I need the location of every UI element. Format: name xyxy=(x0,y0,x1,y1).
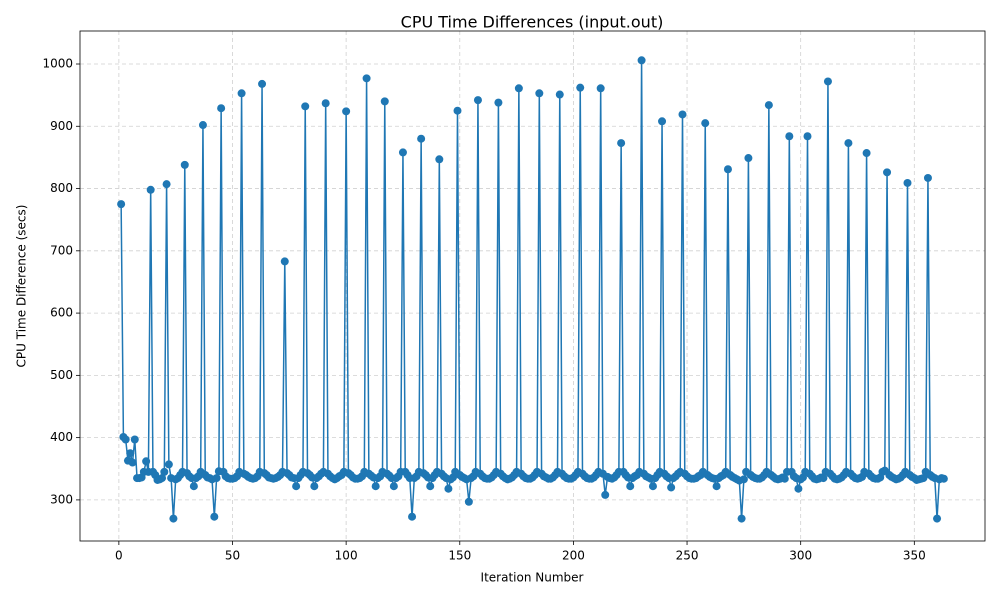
data-point xyxy=(380,97,389,106)
x-axis-label: Iteration Number xyxy=(481,571,584,585)
x-tick-label: 0 xyxy=(115,549,123,563)
data-point xyxy=(162,180,171,189)
data-point xyxy=(180,160,189,169)
data-point xyxy=(292,482,301,491)
data-point xyxy=(723,165,732,174)
data-point xyxy=(617,139,626,148)
data-point xyxy=(819,474,828,483)
data-point xyxy=(794,484,803,493)
y-tick-label: 1000 xyxy=(42,57,73,71)
data-point xyxy=(426,482,435,491)
data-point xyxy=(862,149,871,158)
data-point xyxy=(737,514,746,523)
data-point xyxy=(658,117,667,126)
data-point xyxy=(576,83,585,92)
data-point xyxy=(128,458,137,467)
data-point xyxy=(217,104,226,113)
data-point xyxy=(780,474,789,483)
data-point xyxy=(417,134,426,143)
data-point xyxy=(258,79,267,88)
data-point xyxy=(919,474,928,483)
data-point xyxy=(637,56,646,65)
data-point xyxy=(371,482,380,491)
data-point xyxy=(785,132,794,141)
data-point xyxy=(923,173,932,182)
data-point xyxy=(535,89,544,98)
data-point xyxy=(514,84,523,93)
x-tick-label: 250 xyxy=(676,549,699,563)
y-tick-label: 500 xyxy=(50,368,73,382)
data-point xyxy=(803,132,812,141)
data-point xyxy=(408,512,417,521)
data-point xyxy=(146,185,155,194)
data-point xyxy=(160,467,169,476)
data-point xyxy=(453,106,462,115)
data-point xyxy=(464,497,473,506)
y-axis-label: CPU Time Difference (secs) xyxy=(15,205,29,368)
data-point xyxy=(321,99,330,108)
x-tick-label: 300 xyxy=(789,549,812,563)
data-point xyxy=(398,148,407,157)
data-point xyxy=(121,435,130,444)
data-point xyxy=(362,74,371,83)
data-point xyxy=(301,102,310,111)
data-point xyxy=(712,482,721,491)
y-tick-label: 800 xyxy=(50,181,73,195)
data-point xyxy=(601,490,610,499)
data-point xyxy=(883,168,892,177)
data-point xyxy=(473,96,482,105)
y-tick-label: 700 xyxy=(50,243,73,257)
data-point xyxy=(189,482,198,491)
data-point xyxy=(844,139,853,148)
data-point xyxy=(169,514,178,523)
chart-title: CPU Time Differences (input.out) xyxy=(401,13,664,32)
x-tick-label: 100 xyxy=(335,549,358,563)
data-point xyxy=(212,474,221,483)
data-point xyxy=(310,482,319,491)
data-point xyxy=(210,512,219,521)
data-point xyxy=(435,155,444,164)
data-point xyxy=(389,482,398,491)
data-point xyxy=(744,154,753,163)
y-tick-label: 300 xyxy=(50,492,73,506)
plot-frame xyxy=(79,30,986,542)
data-point xyxy=(342,107,351,116)
data-point xyxy=(626,482,635,491)
data-point xyxy=(142,457,151,466)
data-point xyxy=(933,514,942,523)
y-tick-label: 400 xyxy=(50,430,73,444)
data-point xyxy=(130,435,139,444)
y-tick-label: 600 xyxy=(50,306,73,320)
x-tick-label: 350 xyxy=(903,549,926,563)
data-point xyxy=(648,482,657,491)
data-point xyxy=(117,200,126,209)
data-point xyxy=(678,110,687,119)
x-tick-label: 150 xyxy=(448,549,471,563)
data-point xyxy=(903,178,912,187)
data-point xyxy=(280,257,289,266)
data-point xyxy=(939,474,948,483)
data-point xyxy=(158,474,167,483)
data-point xyxy=(126,449,135,458)
data-point xyxy=(164,460,173,469)
data-point xyxy=(555,90,564,99)
data-point xyxy=(494,98,503,107)
data-point xyxy=(198,121,207,130)
data-layer xyxy=(117,56,948,523)
y-tick-label: 900 xyxy=(50,119,73,133)
data-point xyxy=(667,483,676,492)
data-point xyxy=(823,77,832,86)
data-point xyxy=(764,101,773,110)
data-point xyxy=(444,484,453,493)
data-point xyxy=(701,119,710,128)
data-point xyxy=(596,84,605,93)
x-tick-label: 200 xyxy=(562,549,585,563)
data-point xyxy=(237,89,246,98)
data-point xyxy=(739,475,748,484)
x-tick-label: 50 xyxy=(225,549,240,563)
